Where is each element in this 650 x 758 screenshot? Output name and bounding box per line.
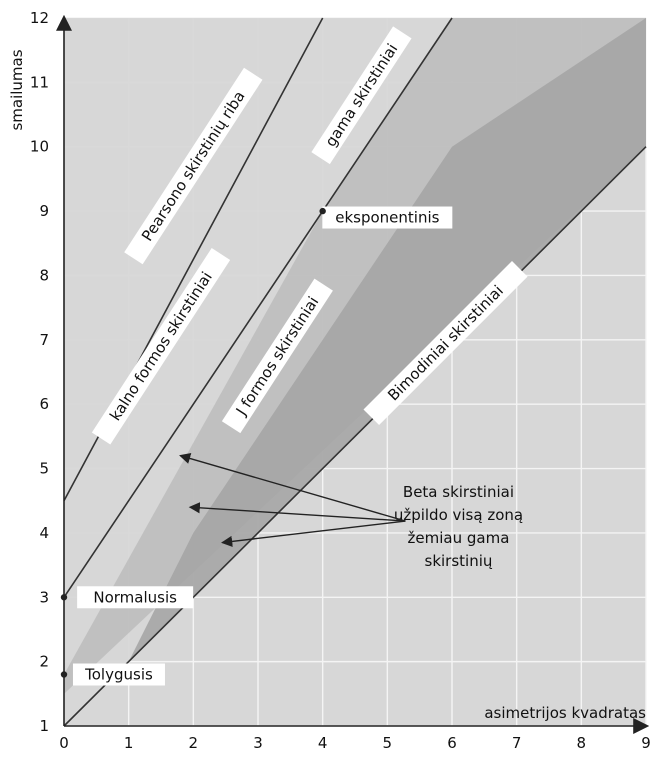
x-tick-label-3: 3	[253, 734, 263, 752]
axes	[56, 14, 650, 734]
note-line-0: Beta skirstiniai	[403, 483, 514, 501]
x-tick-label-1: 1	[124, 734, 134, 752]
region-label-5: eksponentinis	[335, 209, 439, 227]
y-axis-title: smailumas	[8, 49, 26, 130]
series-line-1	[63, 17, 453, 598]
note-arrow-0	[179, 453, 406, 522]
label-box-0	[124, 67, 263, 265]
note-arrow-1	[188, 502, 406, 522]
label-box-2	[91, 248, 231, 445]
point-1	[60, 671, 68, 678]
point-0	[60, 594, 68, 601]
region-dark	[128, 18, 646, 662]
y-tick-label-3: 4	[39, 524, 49, 542]
label-box-4	[363, 261, 528, 426]
x-tick-label-2: 2	[189, 734, 199, 752]
x-axis-title: asimetrijos kvadratas	[484, 704, 646, 722]
y-tick-label-5: 6	[39, 395, 49, 413]
y-tick-label-11: 12	[30, 9, 49, 27]
note-group: Beta skirstiniai užpildo visą zoną žemiau …	[179, 453, 523, 570]
label-box-3	[221, 278, 333, 434]
label-box-7	[72, 663, 165, 686]
series-line-2	[63, 146, 647, 727]
note-line-3: skirstinių	[425, 552, 493, 570]
y-tick-label-4: 5	[39, 460, 49, 478]
x-tick-label-9: 9	[641, 734, 650, 752]
note-line-2: žemiau gama	[408, 529, 510, 547]
label-group-6: Normalusis	[77, 586, 194, 609]
regions	[64, 18, 646, 726]
note-line-1: užpildo visą zoną	[394, 506, 523, 524]
note-arrow-2	[221, 520, 406, 547]
point-2	[319, 207, 326, 215]
x-tick-label-4: 4	[318, 734, 328, 752]
y-tick-label-0: 1	[39, 717, 49, 735]
y-tick-label-7: 8	[39, 266, 49, 284]
x-tick-label-8: 8	[577, 734, 587, 752]
y-tick-label-10: 11	[30, 73, 49, 91]
y-tick-label-2: 3	[39, 588, 49, 606]
y-tick-label-9: 10	[30, 138, 49, 156]
y-tick-label-6: 7	[39, 331, 49, 349]
label-box-5	[322, 206, 453, 229]
region-label-7: Tolygusis	[84, 666, 153, 684]
y-tick-label-8: 9	[39, 202, 49, 220]
x-tick-label-0: 0	[59, 734, 69, 752]
x-tick-label-5: 5	[383, 734, 393, 752]
x-tick-label-7: 7	[512, 734, 522, 752]
label-box-1	[311, 26, 412, 165]
label-group-7: Tolygusis	[72, 663, 165, 686]
y-tick-label-1: 2	[39, 653, 49, 671]
points	[60, 207, 326, 678]
label-group-5: eksponentinis	[322, 206, 453, 229]
region-label-6: Normalusis	[93, 588, 177, 606]
x-tick-label-6: 6	[447, 734, 457, 752]
label-box-6	[77, 586, 194, 609]
